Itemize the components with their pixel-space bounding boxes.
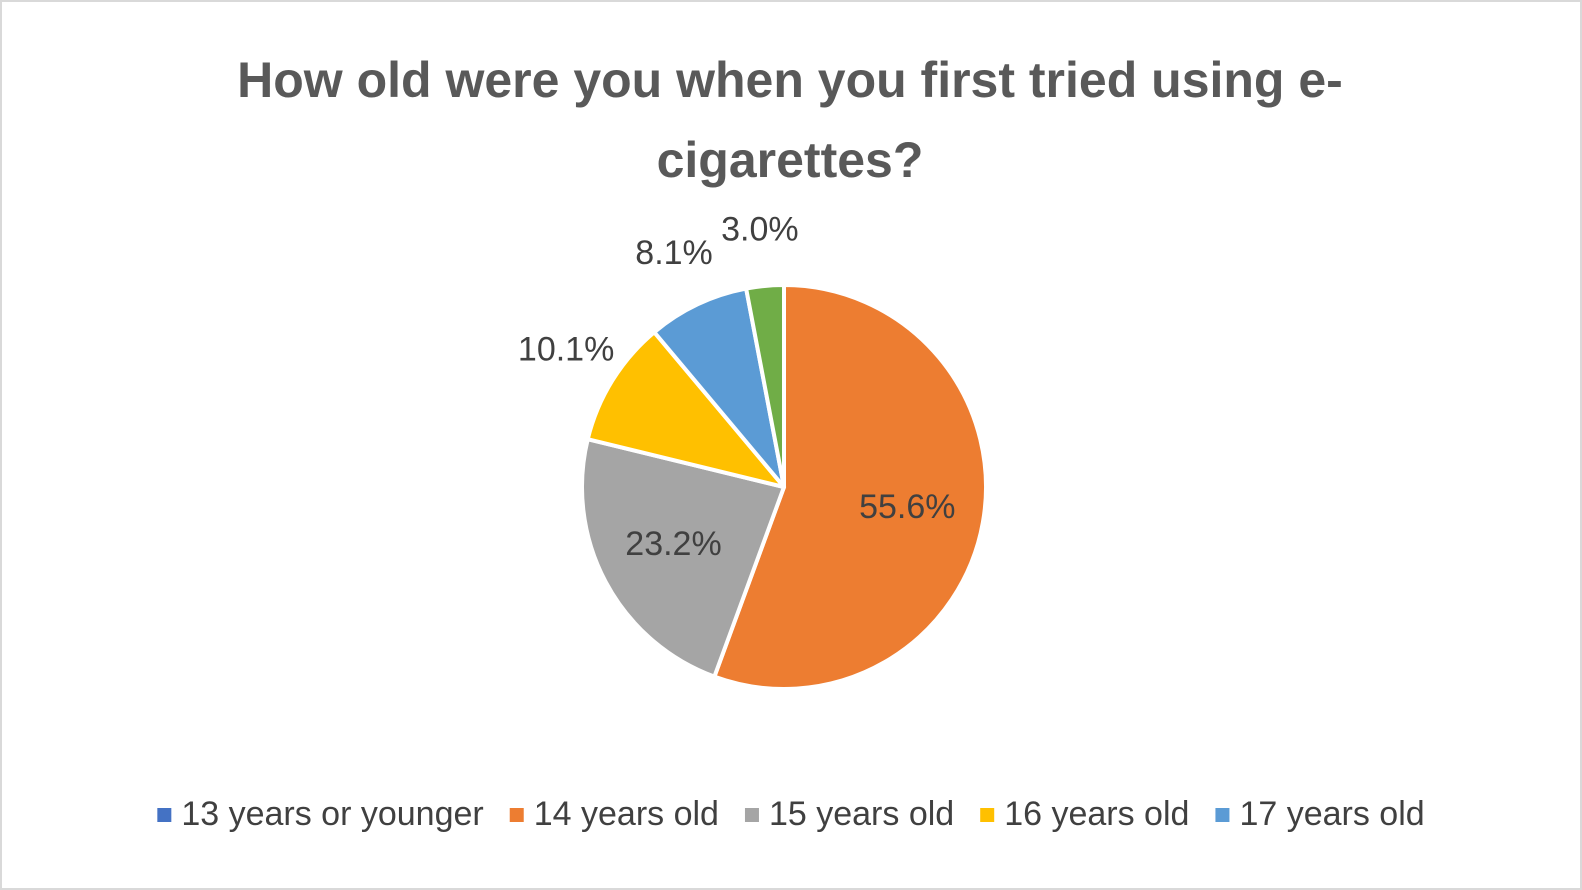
legend-label: 17 years old (1239, 795, 1424, 833)
legend-swatch (509, 808, 524, 822)
pie-slice (585, 330, 786, 489)
data-label: 3.0% (721, 211, 799, 249)
legend-label: 16 years old (1004, 795, 1189, 833)
legend-swatch (744, 808, 759, 822)
data-label: 55.6% (859, 488, 955, 526)
data-label: 8.1% (635, 234, 713, 272)
legend-label: 13 years or younger (181, 795, 483, 833)
pie-slice (580, 437, 786, 679)
chart-title: How old were you when you first tried us… (237, 52, 1343, 188)
pie-slice (744, 283, 786, 489)
legend-swatch (157, 808, 172, 822)
legend-label: 14 years old (534, 795, 719, 833)
data-label: 10.1% (518, 331, 614, 369)
pie-slice (712, 283, 988, 691)
legend-label: 15 years old (769, 795, 954, 833)
legend-swatch (980, 808, 995, 822)
legend-swatch (1215, 808, 1230, 822)
data-label: 23.2% (625, 525, 721, 563)
